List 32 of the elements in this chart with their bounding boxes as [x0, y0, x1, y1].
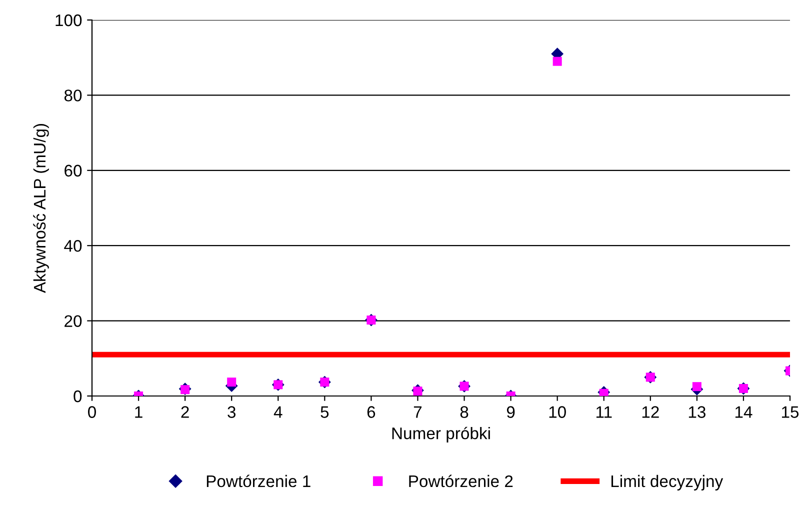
x-tick-label: 2 — [181, 406, 189, 418]
x-tick-label: 14 — [735, 406, 752, 418]
y-tick-label: 20 — [64, 315, 82, 328]
point — [413, 386, 422, 396]
x-tick-label: 12 — [642, 406, 659, 418]
x-tick-label: 7 — [414, 406, 422, 418]
legend-label: Limit decyzyjny — [611, 474, 724, 490]
x-tick-label: 9 — [506, 406, 515, 418]
x-tick-label: 8 — [460, 406, 468, 418]
x-tick-label: 0 — [88, 406, 96, 418]
point — [692, 382, 702, 392]
y-tick-label: 80 — [64, 90, 82, 102]
y-tick-label: 100 — [56, 14, 82, 26]
x-tick-label: 3 — [228, 406, 236, 418]
x-axis-title: Numer próbki — [392, 426, 490, 443]
legend-label: Powtórzenie 2 — [409, 474, 513, 488]
y-axis-title: Aktywność ALP (mU/g) — [33, 124, 49, 294]
x-tick-label: 4 — [274, 406, 282, 418]
x-tick-label: 5 — [320, 406, 329, 418]
x-tick-label: 6 — [367, 406, 376, 418]
x-tick-label: 1 — [135, 406, 142, 418]
legend-label: Powtórzenie 1 — [206, 474, 310, 488]
point — [599, 388, 608, 396]
x-tick-label: 13 — [688, 406, 706, 418]
point — [227, 378, 236, 387]
y-tick-label: 40 — [64, 240, 82, 252]
x-tick-label: 10 — [549, 406, 566, 418]
y-tick-label: 60 — [64, 164, 82, 177]
y-tick-label: 0 — [74, 390, 82, 402]
x-tick-label: 11 — [596, 406, 612, 418]
point — [552, 56, 562, 66]
x-tick-label: 15 — [782, 406, 799, 418]
